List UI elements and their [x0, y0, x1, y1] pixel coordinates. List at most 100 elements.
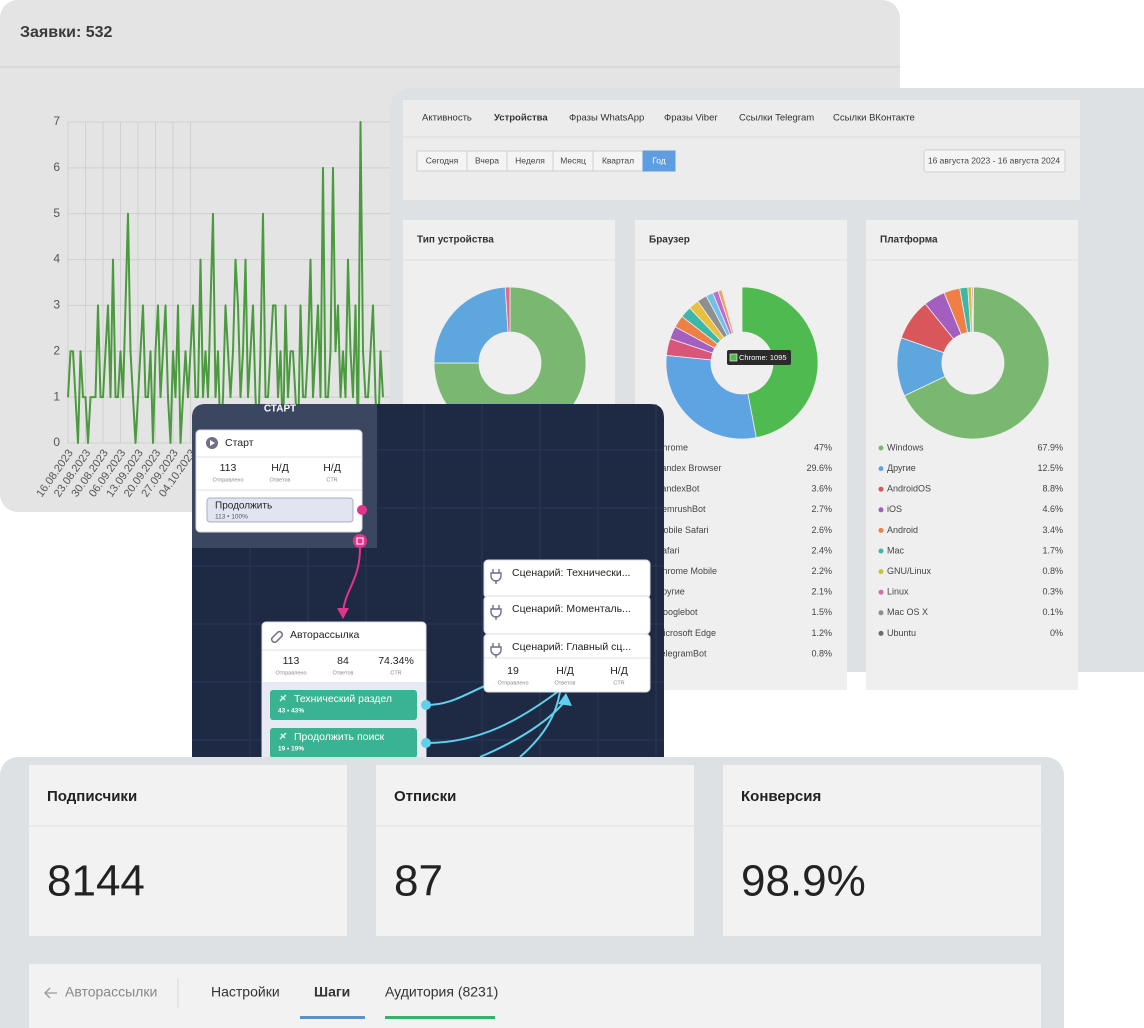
node-button[interactable]: [270, 728, 417, 758]
date-range[interactable]: 16 августа 2023 - 16 августа 2024: [928, 155, 1061, 165]
period-label[interactable]: Месяц: [560, 155, 586, 165]
donut-slice: [665, 354, 757, 440]
legend-value: 0.1%: [1042, 607, 1063, 617]
period-label[interactable]: Квартал: [602, 155, 634, 165]
connector-arrow: [337, 608, 349, 619]
back-link[interactable]: Авторассылки: [65, 984, 157, 1000]
y-tick-label: 5: [53, 206, 60, 220]
legend-value: 8.8%: [1042, 484, 1063, 494]
stat-card: [29, 765, 347, 936]
legend-label: Mac OS X: [887, 607, 928, 617]
legend-dot: [878, 507, 884, 513]
legend-label: Другие: [656, 587, 685, 597]
button-label[interactable]: Продолжить: [215, 501, 272, 512]
start-group-label: СТАРТ: [264, 404, 296, 415]
connector-arrow: [558, 693, 572, 706]
button-stats[interactable]: 19 • 19%: [278, 746, 304, 753]
legend-value: 12.5%: [1037, 463, 1063, 473]
button-label[interactable]: Продолжить поиск: [294, 731, 385, 743]
card-title: Платформа: [880, 234, 938, 246]
connector: [425, 689, 561, 744]
line-series: [67, 121, 384, 444]
legend-label: Chrome Mobile: [656, 566, 717, 576]
legend-label: Mac: [887, 545, 905, 555]
tab[interactable]: Шаги: [314, 984, 350, 1000]
legend-value: 1.5%: [811, 607, 832, 617]
tooltip-text: Chrome: 1095: [739, 353, 787, 362]
node-title: Сценарий: Технически...: [512, 567, 630, 579]
y-tick-label: 6: [53, 160, 60, 174]
flow-node[interactable]: [483, 595, 651, 635]
donut-slice: [433, 286, 509, 364]
card-value: 8144: [47, 857, 145, 906]
legend-value: 4.6%: [1042, 504, 1063, 514]
legend-label: Другие: [887, 463, 916, 473]
legend-value: 2.7%: [811, 504, 832, 514]
flow-node[interactable]: [483, 559, 651, 599]
port: [357, 505, 367, 515]
tab[interactable]: Ссылки ВКонтакте: [833, 113, 915, 124]
period-label[interactable]: Вчера: [475, 155, 499, 165]
card-title: Браузер: [649, 235, 690, 246]
legend-dot: [878, 445, 884, 451]
legend-value: 3.6%: [811, 484, 832, 494]
legend-value: 67.9%: [1037, 442, 1063, 452]
tab[interactable]: Ссылки Telegram: [739, 113, 814, 124]
link-icon: [270, 630, 284, 644]
legend-value: 2.4%: [811, 545, 832, 555]
y-tick-label: 1: [53, 389, 60, 403]
connector: [519, 691, 561, 758]
tab[interactable]: Фразы WhatsApp: [569, 113, 644, 124]
node-button[interactable]: [270, 690, 417, 720]
legend-label: Microsoft Edge: [656, 628, 716, 638]
tab[interactable]: Аудитория (8231): [385, 984, 498, 1000]
summary-panel: Подписчики 8144 Отписки 87 Конверсия 98.9% Авт…: [0, 757, 1064, 1028]
stat-label: Отправлено: [497, 680, 528, 686]
stat-card: [376, 765, 694, 936]
flow-node[interactable]: [483, 633, 651, 693]
devices-panel: 16 августа 2023 - 16 августа 2024 Активн…: [390, 88, 1144, 690]
card-title: Тип устройства: [417, 235, 494, 246]
stat-value: 74.34%: [378, 655, 414, 667]
date-range-box[interactable]: [923, 149, 1066, 173]
y-tick-label: 0: [53, 435, 60, 449]
back-arrow[interactable]: [44, 987, 57, 999]
legend-dot: [878, 486, 884, 492]
tab[interactable]: Активность: [422, 113, 472, 124]
legend-value: 29.6%: [806, 463, 832, 473]
legend-label: Yandex Browser: [656, 463, 721, 473]
stat-value: 84: [337, 655, 349, 667]
legend-value: 0%: [1050, 628, 1063, 638]
button-stats[interactable]: 43 • 43%: [278, 708, 304, 715]
stat-label: Ответов: [270, 477, 291, 483]
tab[interactable]: Фразы Viber: [664, 113, 718, 124]
button-icon: [279, 732, 287, 740]
legend-value: 2.6%: [811, 525, 832, 535]
tab[interactable]: Настройки: [211, 984, 280, 1000]
legend-value: 0.8%: [811, 648, 832, 658]
node-button[interactable]: [206, 497, 354, 523]
period-label[interactable]: Неделя: [515, 155, 545, 165]
legend-value: 0.3%: [1042, 587, 1063, 597]
card-title: Отписки: [394, 788, 456, 805]
period-label[interactable]: Год: [652, 155, 666, 165]
stat-value: Н/Д: [610, 665, 628, 677]
legend-label: Linux: [887, 587, 909, 597]
donut-slice: [504, 286, 511, 333]
delete-button[interactable]: [353, 534, 367, 548]
period-button[interactable]: [642, 150, 676, 172]
period-label[interactable]: Сегодня: [426, 155, 459, 165]
y-tick-label: 7: [53, 114, 60, 128]
button-stats[interactable]: 113 • 100%: [215, 514, 248, 521]
tab[interactable]: Устройства: [494, 113, 548, 124]
y-tick-label: 4: [53, 252, 60, 266]
plug-icon: [490, 605, 502, 620]
button-label[interactable]: Технический раздел: [294, 693, 392, 705]
tab-underline: [385, 1016, 495, 1019]
legend-value: 0.8%: [1042, 566, 1063, 576]
legend-label: TelegramBot: [656, 648, 707, 658]
legend-value: 1.2%: [811, 628, 832, 638]
legend-dot: [878, 466, 884, 472]
delete-icon: [356, 537, 364, 545]
